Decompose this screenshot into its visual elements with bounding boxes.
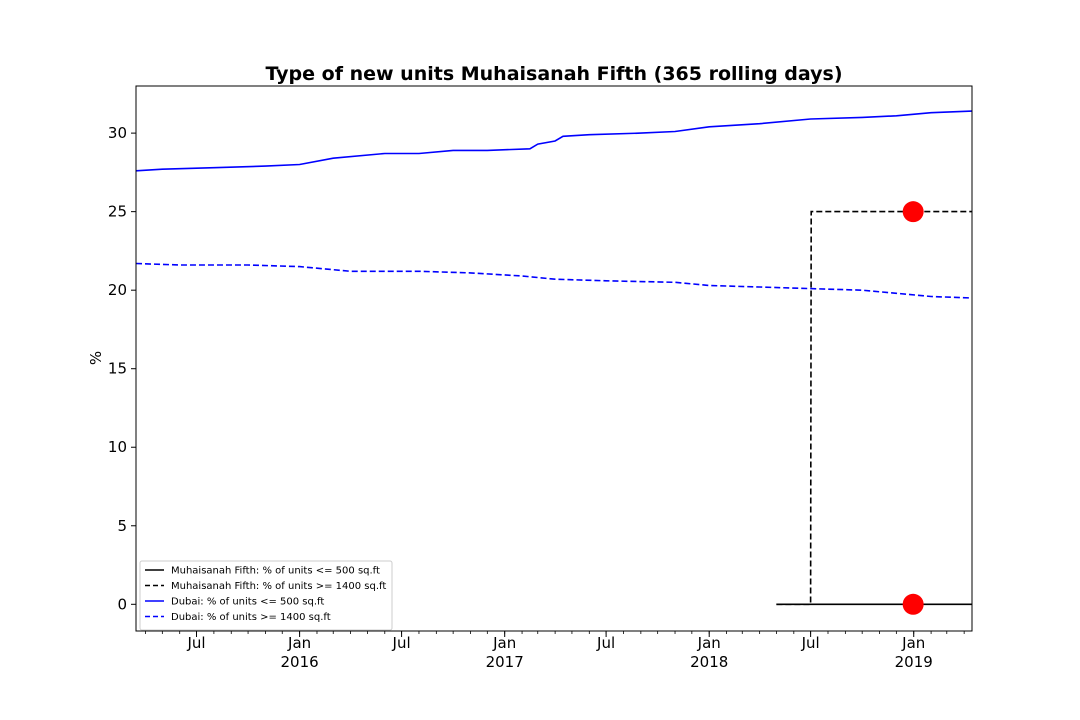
series-line-4 [136,262,972,299]
series-line-2 [776,210,972,606]
x-tick-label: Jan [697,634,721,652]
legend-label-3: Dubai: % of units <= 500 sq.ft [171,597,324,608]
x-tick-year-label: 2018 [690,653,728,671]
chart-title: Type of new units Muhaisanah Fifth (365 … [265,63,842,85]
legend-label-1: Muhaisanah Fifth: % of units <= 500 sq.f… [171,566,380,577]
legend: Muhaisanah Fifth: % of units <= 500 sq.f… [139,560,393,631]
plot-area [136,110,972,615]
y-axis-label: % [87,351,105,365]
marker-point-1 [902,201,924,223]
y-tick-label: 25 [108,203,127,221]
y-tick-label: 15 [108,360,127,378]
x-tick-label: Jul [801,634,820,652]
x-tick-year-label: 2019 [895,653,933,671]
x-tick-label: Jul [186,634,205,652]
y-tick-label: 10 [108,438,127,456]
y-tick-label: 20 [108,281,127,299]
y-tick-label: 5 [117,517,127,535]
y-tick-label: 0 [117,595,127,613]
series-line-3 [136,110,972,172]
x-tick-year-label: 2016 [281,653,319,671]
legend-label-4: Dubai: % of units >= 1400 sq.ft [171,612,331,623]
x-tick-label: Jan [901,634,925,652]
x-tick-year-label: 2017 [486,653,524,671]
x-tick-label: Jul [596,634,615,652]
marker-point-2 [902,593,924,615]
series-group [136,110,972,606]
x-tick-label: Jan [287,634,311,652]
axes-frame [135,85,973,632]
x-tick-label: Jul [392,634,411,652]
x-tick-label: Jan [492,634,516,652]
legend-box [139,560,393,631]
y-tick-label: 30 [108,124,127,142]
legend-label-2: Muhaisanah Fifth: % of units >= 1400 sq.… [171,581,386,592]
